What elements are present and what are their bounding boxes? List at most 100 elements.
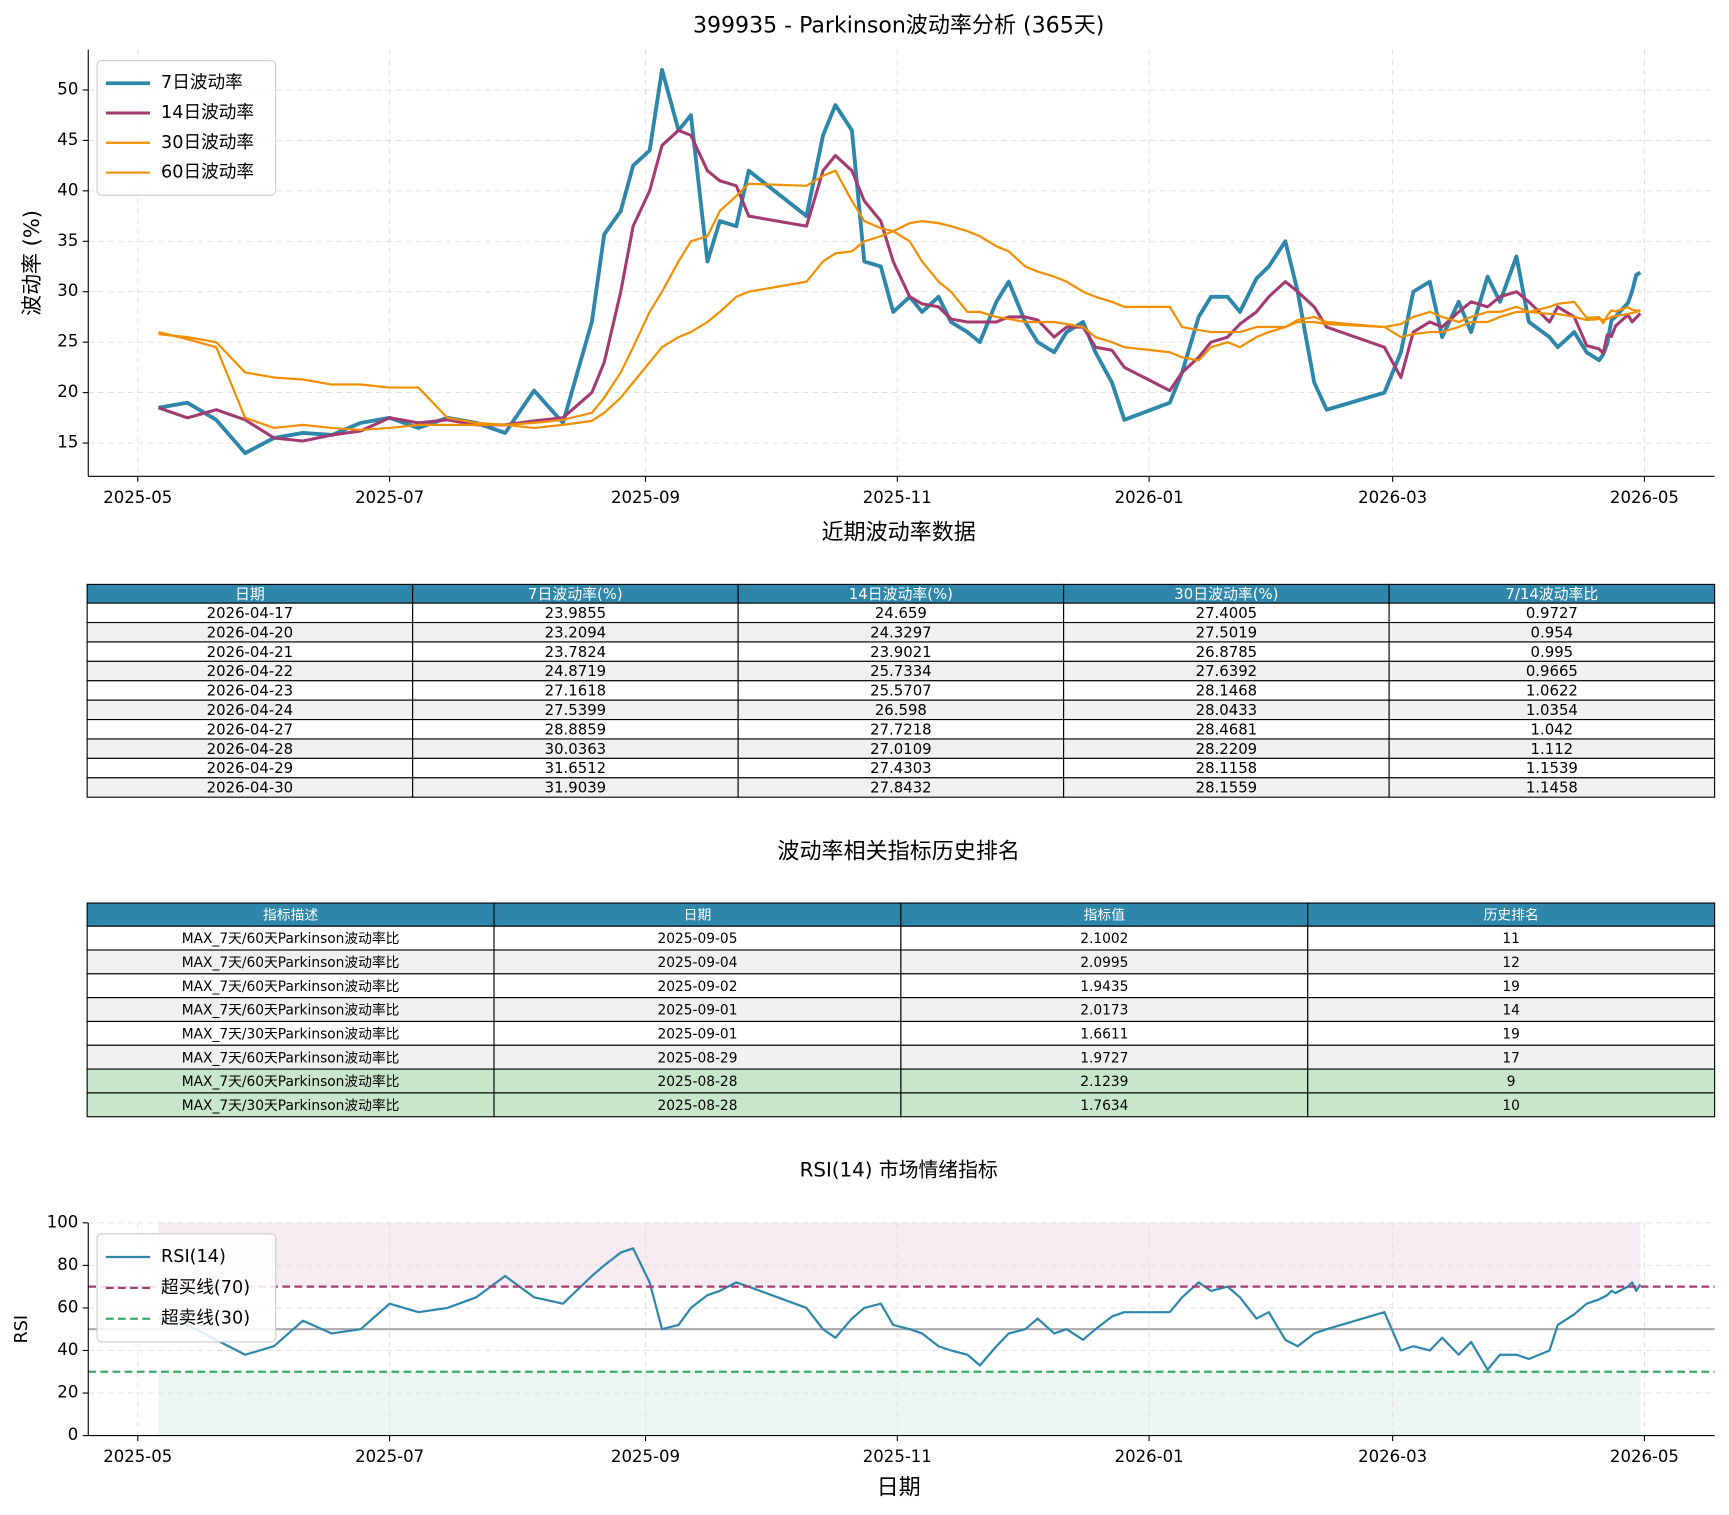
series-line [157,128,1642,443]
cell-text: 12 [1502,955,1520,971]
y-tick-label: 60 [57,1297,78,1316]
y-tick-label: 15 [57,433,78,452]
cell-text: 28.1468 [1196,682,1258,700]
cell-text: 31.6512 [545,759,607,777]
series-line [158,67,1642,456]
band [158,1371,1641,1436]
legend-label: 30日波动率 [161,132,254,153]
cell-text: 2026-04-23 [207,682,293,700]
cell-text: 0.954 [1531,623,1574,641]
column-header: 指标描述 [263,908,318,924]
y-tick-label: 80 [57,1255,78,1274]
cell-text: 2026-04-30 [207,779,293,797]
cell-text: 2025-08-29 [657,1050,737,1066]
x-tick-label: 2025-05 [103,488,172,507]
cell-text: 9 [1507,1074,1516,1090]
column-header: 指标值 [1084,908,1126,924]
cell-text: 1.6611 [1080,1026,1128,1042]
cell-text: 28.2209 [1196,740,1258,758]
cell-text: 25.5707 [870,682,932,700]
chart-title: 399935 - Parkinson波动率分析 (365天) [693,13,1104,38]
cell-text: 1.0622 [1526,682,1578,700]
legend-label: 超买线(70) [161,1277,250,1298]
cell-text: 10 [1502,1098,1520,1114]
cell-text: 2026-04-29 [207,759,293,777]
x-axis-label: 日期 [877,1476,921,1501]
cell-text: 24.659 [875,604,927,622]
column-header: 30日波动率(%) [1174,585,1278,603]
y-tick-label: 25 [57,332,78,351]
column-header: 7日波动率(%) [528,585,623,603]
cell-text: 27.0109 [870,740,932,758]
cell-text: 31.9039 [545,779,607,797]
cell-text: 11 [1502,931,1520,947]
x-tick-label: 2025-07 [355,1447,424,1466]
cell-text: 26.598 [875,701,927,719]
cell-text: 2025-09-02 [657,979,737,995]
cell-text: MAX_7天/30天Parkinson波动率比 [182,1025,400,1042]
cell-text: 24.3297 [870,623,932,641]
cell-text: 28.4681 [1196,720,1258,738]
cell-text: 2.0995 [1080,955,1128,971]
cell-text: 2.1239 [1080,1074,1128,1090]
column-header: 14日波动率(%) [849,585,953,603]
cell-text: 27.4005 [1196,604,1258,622]
x-tick-label: 2026-05 [1610,1447,1679,1466]
cell-text: MAX_7天/60天Parkinson波动率比 [182,954,400,971]
cell-text: MAX_7天/60天Parkinson波动率比 [182,1002,400,1019]
cell-text: 1.9727 [1080,1050,1128,1066]
x-tick-label: 2025-09 [611,488,680,507]
y-tick-label: 40 [57,180,78,199]
cell-text: 24.8719 [545,662,607,680]
cell-text: 27.5019 [1196,623,1258,641]
cell-text: 2.0173 [1080,1003,1128,1019]
cell-text: 1.042 [1531,720,1574,738]
x-tick-label: 2025-11 [863,1447,932,1466]
cell-text: MAX_7天/60天Parkinson波动率比 [182,1073,400,1090]
series-line [158,1247,1642,1371]
y-tick-label: 50 [57,79,78,98]
cell-text: MAX_7天/30天Parkinson波动率比 [182,1097,400,1114]
x-tick-label: 2026-05 [1610,488,1679,507]
legend-label: 60日波动率 [161,162,254,183]
y-tick-label: 20 [57,1383,78,1402]
cell-text: 2026-04-24 [207,701,293,719]
cell-text: 1.112 [1531,740,1574,758]
band [158,1222,1641,1287]
cell-text: 17 [1502,1050,1520,1066]
cell-text: 30.0363 [545,740,607,758]
legend-box [96,1233,277,1343]
y-axis-label: RSI [12,1315,32,1344]
series-line [158,220,1641,430]
y-tick-label: 35 [57,231,78,250]
cell-text: 2026-04-28 [207,740,293,758]
cell-text: 27.6392 [1196,662,1258,680]
cell-text: 1.0354 [1526,701,1578,719]
y-tick-label: 20 [57,382,78,401]
table-title: 波动率相关指标历史排名 [777,839,1020,864]
cell-text: 27.8432 [870,779,932,797]
cell-text: 2026-04-17 [207,604,293,622]
cell-text: 27.4303 [870,759,932,777]
cell-text: 14 [1502,1003,1520,1019]
x-tick-label: 2025-07 [355,488,424,507]
cell-text: 23.7824 [545,643,607,661]
cell-text: 19 [1502,979,1520,995]
cell-text: 0.995 [1531,643,1574,661]
cell-text: 27.1618 [545,682,607,700]
cell-text: 23.9855 [545,604,607,622]
cell-text: 2025-09-05 [657,931,737,947]
cell-text: MAX_7天/60天Parkinson波动率比 [182,978,400,995]
cell-text: 1.1539 [1526,759,1578,777]
cell-text: 2026-04-27 [207,720,293,738]
column-header: 历史排名 [1484,908,1539,924]
legend-label: 7日波动率 [161,72,243,93]
cell-text: 23.9021 [870,643,932,661]
cell-text: 0.9665 [1526,662,1578,680]
cell-text: 2025-09-04 [657,955,737,971]
x-tick-label: 2026-03 [1358,1447,1427,1466]
cell-text: 2026-04-21 [207,643,293,661]
cell-text: MAX_7天/60天Parkinson波动率比 [182,930,400,947]
cell-text: 28.1559 [1196,779,1258,797]
table-cell [1307,1092,1716,1118]
